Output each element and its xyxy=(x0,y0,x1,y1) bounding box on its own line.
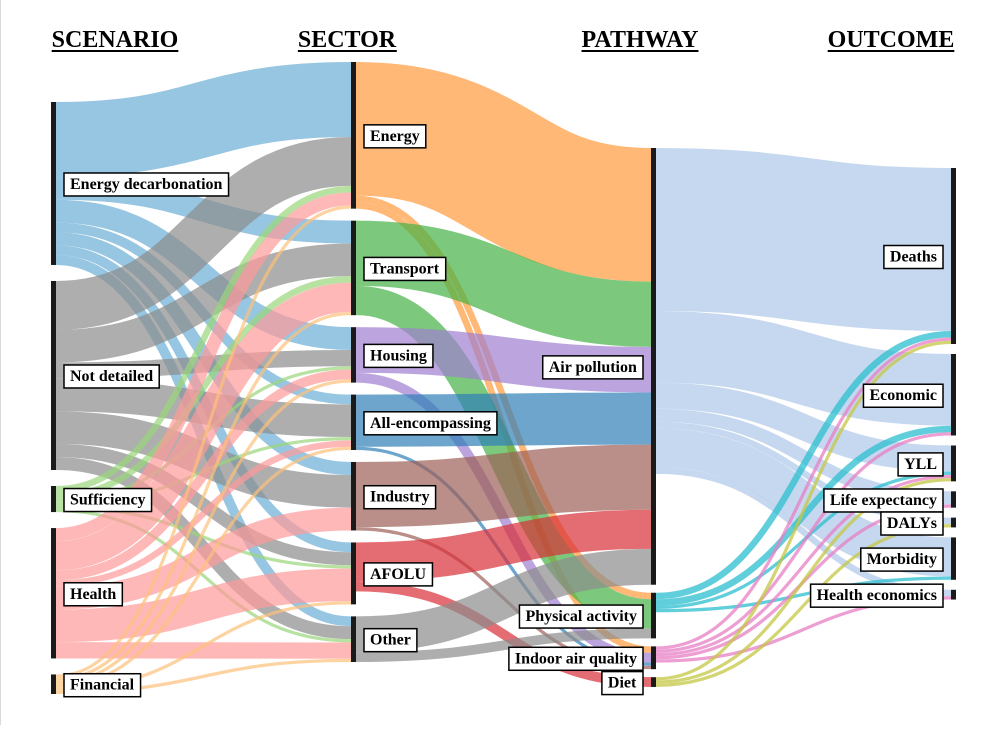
svg-text:Other: Other xyxy=(370,632,411,649)
node-label-s_suff: Sufficiency xyxy=(64,489,152,512)
node-bar-s_health xyxy=(51,528,56,658)
svg-text:Physical activity: Physical activity xyxy=(525,608,637,625)
node-label-s_notdet: Not detailed xyxy=(64,365,159,388)
node-label-t_energy: Energy xyxy=(364,125,426,148)
svg-text:Indoor air quality: Indoor air quality xyxy=(515,650,637,667)
node-bar-o_yll xyxy=(951,445,956,481)
column-header-underline xyxy=(582,50,699,52)
column-header-underline xyxy=(828,50,955,52)
node-label-t_industry: Industry xyxy=(364,486,436,509)
svg-text:OUTCOME: OUTCOME xyxy=(828,27,955,53)
node-label-p_air: Air pollution xyxy=(543,356,643,379)
column-header-scenario: SCENARIO xyxy=(52,27,179,53)
node-label-o_dalys: DALYs xyxy=(881,512,943,535)
column-header-sector: SECTOR xyxy=(298,27,397,53)
node-label-o_life: Life expectancy xyxy=(824,489,943,512)
svg-text:Diet: Diet xyxy=(608,675,637,692)
node-bar-s_notdet xyxy=(51,281,56,470)
svg-text:Sufficiency: Sufficiency xyxy=(70,492,146,509)
node-bar-t_energy xyxy=(351,62,356,209)
node-bar-o_econ xyxy=(951,354,956,435)
column-header-underline xyxy=(298,50,397,52)
svg-text:Energy decarbonation: Energy decarbonation xyxy=(70,176,223,193)
svg-text:YLL: YLL xyxy=(904,456,937,473)
svg-text:Energy: Energy xyxy=(370,128,420,145)
column-header-underline xyxy=(52,50,179,52)
node-label-s_energy: Energy decarbonation xyxy=(64,173,229,196)
column-header-outcome: OUTCOME xyxy=(828,27,955,53)
node-bar-p_diet xyxy=(651,677,656,687)
node-label-o_yll: YLL xyxy=(898,453,943,476)
node-label-o_deaths: Deaths xyxy=(884,246,943,269)
node-label-t_allenc: All-encompassing xyxy=(364,412,497,435)
node-bar-o_hecon xyxy=(951,590,956,600)
svg-text:Health: Health xyxy=(70,586,116,603)
node-bar-t_other xyxy=(351,616,356,662)
node-label-p_phys: Physical activity xyxy=(519,605,643,628)
column-header-pathway: PATHWAY xyxy=(582,27,699,53)
node-bar-s_suff xyxy=(51,486,56,512)
svg-text:SECTOR: SECTOR xyxy=(298,27,397,53)
node-bar-s_energy xyxy=(51,102,56,265)
svg-text:Industry: Industry xyxy=(370,489,430,506)
node-label-s_health: Health xyxy=(64,583,122,606)
svg-text:DALYs: DALYs xyxy=(887,515,937,532)
node-bar-s_fin xyxy=(51,674,56,694)
node-label-t_other: Other xyxy=(364,629,417,652)
node-bar-p_air xyxy=(651,148,656,585)
node-label-o_morb: Morbidity xyxy=(861,548,943,571)
node-label-p_indoor: Indoor air quality xyxy=(509,647,643,670)
node-label-s_fin: Financial xyxy=(64,674,141,697)
node-label-t_afolu: AFOLU xyxy=(364,563,432,586)
node-label-o_hecon: Health economics xyxy=(811,584,943,607)
node-bar-t_housing xyxy=(351,327,356,382)
svg-text:Not detailed: Not detailed xyxy=(70,368,153,385)
node-bar-t_allenc xyxy=(351,395,356,450)
link-s_energy-to-t_energy xyxy=(56,99,351,139)
svg-text:Housing: Housing xyxy=(370,347,427,364)
svg-text:Economic: Economic xyxy=(869,387,937,404)
svg-text:Morbidity: Morbidity xyxy=(867,551,937,568)
node-bar-p_phys xyxy=(651,593,656,639)
node-bar-t_industry xyxy=(351,462,356,530)
node-bar-t_afolu xyxy=(351,542,356,604)
node-bar-o_dalys xyxy=(951,518,956,528)
column-headers: SCENARIO SECTOR PATHWAY OUTCOME xyxy=(52,27,955,53)
svg-text:Financial: Financial xyxy=(70,677,135,694)
svg-text:Life expectancy: Life expectancy xyxy=(830,492,937,509)
svg-text:Air pollution: Air pollution xyxy=(549,359,637,376)
left-border-line xyxy=(0,0,1,725)
node-label-p_diet: Diet xyxy=(602,672,643,695)
svg-text:PATHWAY: PATHWAY xyxy=(582,27,699,53)
node-label-t_housing: Housing xyxy=(364,344,433,367)
svg-text:Health economics: Health economics xyxy=(817,587,937,604)
svg-text:SCENARIO: SCENARIO xyxy=(52,27,179,53)
node-label-o_econ: Economic xyxy=(863,384,943,407)
node-bar-t_transport xyxy=(351,221,356,316)
node-bar-o_deaths xyxy=(951,168,956,344)
svg-text:Transport: Transport xyxy=(370,260,440,277)
node-bar-o_morb xyxy=(951,537,956,579)
node-bar-p_indoor xyxy=(651,646,656,669)
svg-text:AFOLU: AFOLU xyxy=(370,566,426,583)
svg-text:Deaths: Deaths xyxy=(890,249,937,266)
node-bar-o_life xyxy=(951,491,956,507)
node-label-t_transport: Transport xyxy=(364,257,446,280)
svg-text:All-encompassing: All-encompassing xyxy=(370,415,491,432)
